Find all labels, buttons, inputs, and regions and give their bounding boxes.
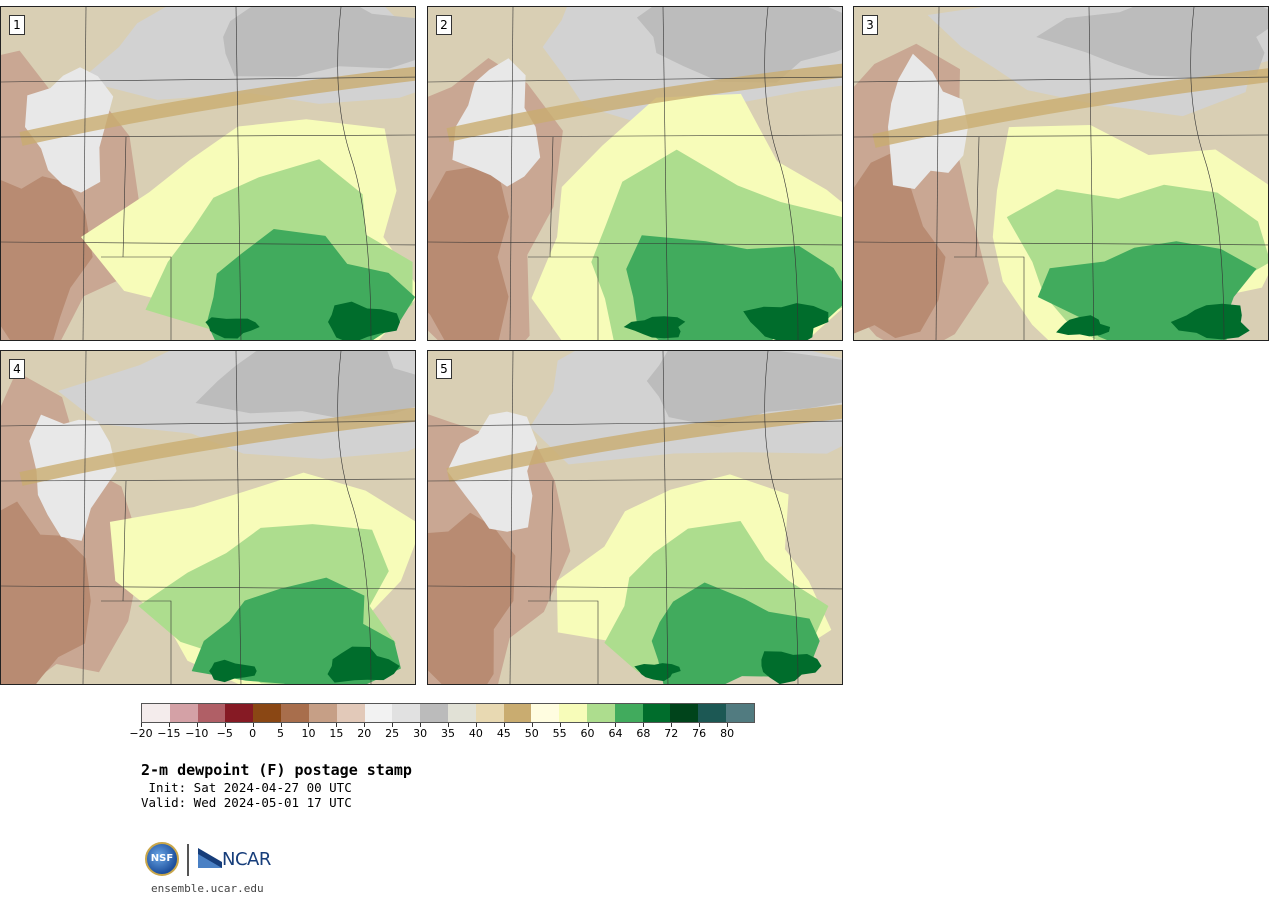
panel-number: 2	[436, 15, 452, 35]
map-panel-3: 3	[853, 6, 1269, 341]
colorbar-swatch	[447, 704, 476, 722]
colorbar-swatch	[559, 704, 587, 722]
colorbar-tick-label: −10	[185, 727, 209, 740]
colorbar-tickmark	[643, 723, 645, 727]
colorbar-tickmark	[671, 723, 673, 727]
panel-number: 5	[436, 359, 452, 379]
colorbar-swatch	[392, 704, 421, 722]
colorbar-swatch	[726, 704, 754, 722]
panel-number: 4	[9, 359, 25, 379]
nsf-ncar-logo: NSF NCAR	[145, 842, 275, 880]
colorbar-tickmark	[699, 723, 701, 727]
map-panel-5: 5	[427, 350, 843, 685]
colorbar-swatch	[420, 704, 448, 722]
colorbar-swatch	[587, 704, 615, 722]
colorbar-tickmark	[587, 723, 589, 727]
colorbar-tickmark	[503, 723, 505, 727]
colorbar-tickmark	[168, 723, 170, 727]
colorbar-tickmark	[141, 723, 142, 727]
colorbar-swatch	[169, 704, 198, 722]
colorbar-tickmark	[308, 723, 310, 727]
colorbar-swatch	[670, 704, 699, 722]
colorbar-swatch	[281, 704, 309, 722]
colorbar-tick-label: 10	[301, 727, 316, 740]
colorbar-swatch	[475, 704, 504, 722]
colorbar-tickmark	[615, 723, 617, 727]
colorbar-tick-label: 40	[468, 727, 483, 740]
colorbar-tick-label: 76	[692, 727, 707, 740]
colorbar-tickmark	[727, 723, 729, 727]
map-panel-2: 2	[427, 6, 843, 341]
website-url: ensemble.ucar.edu	[151, 882, 264, 895]
colorbar-tickmark	[475, 723, 477, 727]
colorbar-tickmark	[392, 723, 394, 727]
colorbar-tick-label: 55	[552, 727, 567, 740]
colorbar-tick-label: −20	[129, 727, 153, 740]
init-time: Init: Sat 2024-04-27 00 UTC	[141, 780, 352, 795]
logo-divider	[187, 844, 189, 876]
colorbar-tick-label: 25	[385, 727, 400, 740]
colorbar-swatch	[614, 704, 643, 722]
colorbar-swatch	[197, 704, 226, 722]
panel-number: 1	[9, 15, 25, 35]
colorbar-tick-label: 20	[357, 727, 372, 740]
colorbar-swatch	[225, 704, 254, 722]
dewpoint-map	[854, 7, 1268, 340]
dewpoint-map	[428, 351, 842, 684]
colorbar-tick-label: 45	[496, 727, 511, 740]
colorbar-tick-label: 5	[277, 727, 285, 740]
colorbar-tick-label: 60	[580, 727, 595, 740]
colorbar-tick-label: 15	[329, 727, 344, 740]
map-panel-1: 1	[0, 6, 416, 341]
colorbar-ticks: −20 −15 −10 −5 0 5 10 15 20 25 30 35 40 45 50 55 60 64 68 7…	[129, 723, 755, 743]
colorbar-swatch	[308, 704, 337, 722]
colorbar-swatch	[698, 704, 727, 722]
colorbar-tickmark	[336, 723, 338, 727]
colorbar-tick-label: 80	[720, 727, 735, 740]
colorbar-tick-label: 30	[413, 727, 428, 740]
colorbar	[141, 703, 755, 723]
map-panel-4: 4	[0, 350, 416, 685]
ncar-logo-text: NCAR	[222, 849, 271, 870]
colorbar-swatch	[364, 704, 393, 722]
colorbar-tick-label: −5	[216, 727, 233, 740]
colorbar-tickmark	[364, 723, 366, 727]
colorbar-tickmark	[448, 723, 449, 727]
colorbar-swatch	[142, 704, 170, 722]
colorbar-swatch	[336, 704, 365, 722]
nsf-logo-icon: NSF	[145, 842, 179, 876]
map-title: 2-m dewpoint (F) postage stamp	[141, 761, 412, 779]
dewpoint-map	[1, 351, 415, 684]
colorbar-tick-label: 68	[636, 727, 651, 740]
colorbar-tickmark	[252, 723, 254, 727]
colorbar-tick-label: 64	[608, 727, 623, 740]
colorbar-swatch	[253, 704, 282, 722]
colorbar-tickmark	[420, 723, 422, 727]
colorbar-swatch	[531, 704, 560, 722]
ncar-logo-icon	[198, 848, 222, 868]
colorbar-tick-label: −15	[157, 727, 181, 740]
colorbar-tickmark	[531, 723, 533, 727]
colorbar-swatch	[503, 704, 532, 722]
colorbar-tickmark	[224, 723, 226, 727]
dewpoint-map	[1, 7, 415, 340]
panel-number: 3	[862, 15, 878, 35]
colorbar-tick-label: 50	[524, 727, 539, 740]
colorbar-tickmark	[196, 723, 198, 727]
colorbar-tick-label: 0	[249, 727, 257, 740]
colorbar-tickmark	[280, 723, 282, 727]
dewpoint-map	[428, 7, 842, 340]
colorbar-tick-label: 72	[664, 727, 679, 740]
colorbar-tickmark	[559, 723, 561, 727]
colorbar-swatch	[642, 704, 671, 722]
valid-time: Valid: Wed 2024-05-01 17 UTC	[141, 795, 352, 810]
colorbar-tick-label: 35	[441, 727, 455, 740]
